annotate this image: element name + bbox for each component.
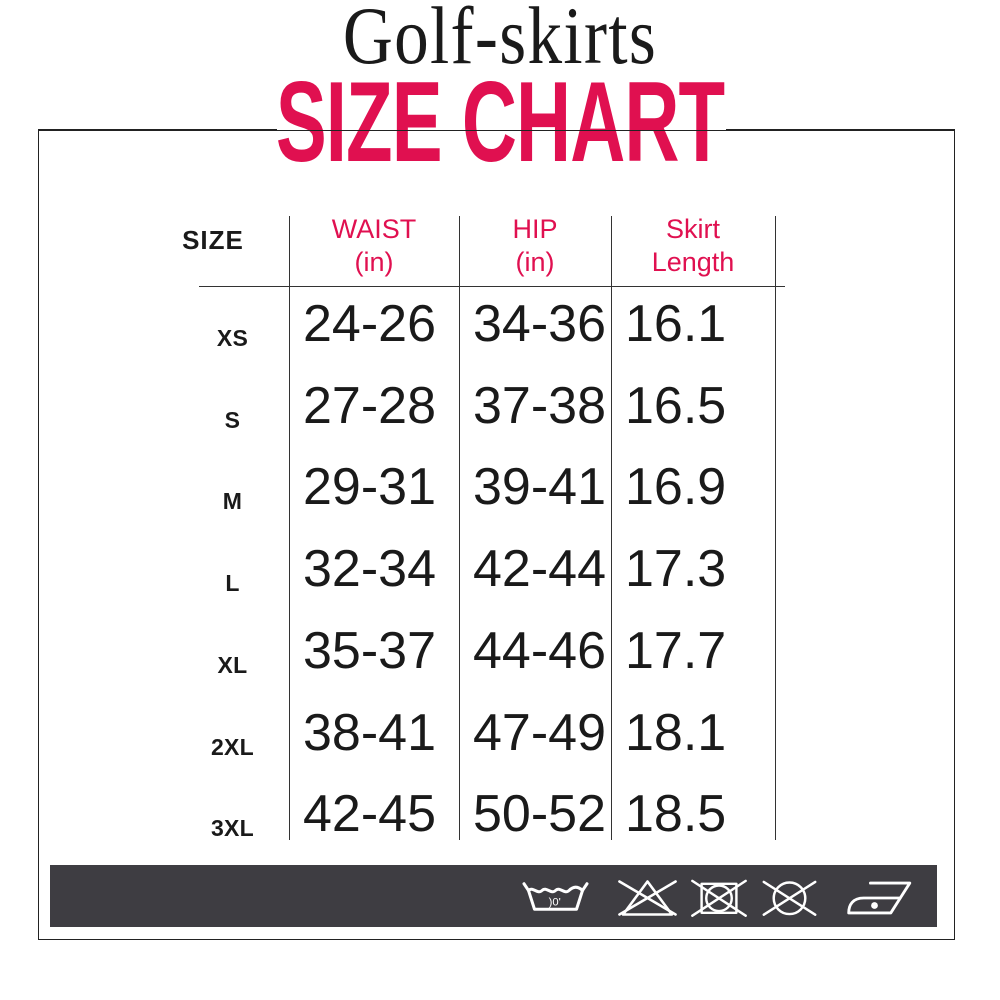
svg-text:)0': )0': [549, 897, 561, 909]
